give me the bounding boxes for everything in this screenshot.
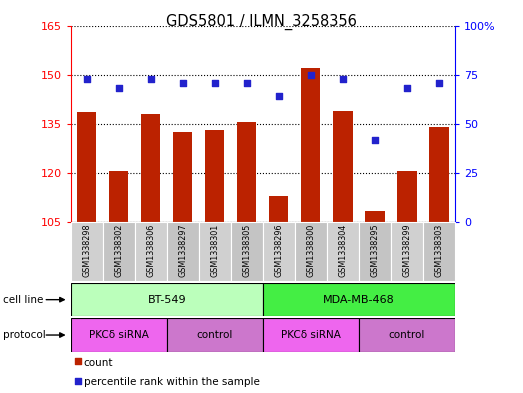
Text: BT-549: BT-549 [147,295,186,305]
FancyBboxPatch shape [327,222,359,281]
Bar [397,171,416,222]
FancyBboxPatch shape [391,222,423,281]
Point [178,79,187,86]
Bar [109,171,128,222]
Text: GSM1338306: GSM1338306 [146,224,155,277]
Point [243,79,251,86]
FancyBboxPatch shape [295,222,327,281]
FancyBboxPatch shape [71,283,263,316]
FancyBboxPatch shape [359,318,455,352]
Bar [333,111,353,222]
Bar [173,132,192,222]
Text: protocol: protocol [3,330,46,340]
Bar [77,112,96,222]
Point [339,75,347,82]
Text: GSM1338302: GSM1338302 [114,224,123,277]
FancyBboxPatch shape [71,318,167,352]
Text: GDS5801 / ILMN_3258356: GDS5801 / ILMN_3258356 [166,14,357,30]
Text: PKCδ siRNA: PKCδ siRNA [89,330,149,340]
Point [403,85,411,92]
FancyBboxPatch shape [103,222,135,281]
Text: cell line: cell line [3,295,43,305]
Text: GSM1338303: GSM1338303 [435,224,444,277]
Text: GSM1338304: GSM1338304 [338,224,347,277]
Text: percentile rank within the sample: percentile rank within the sample [84,377,259,387]
Point [306,72,315,78]
Point [435,79,443,86]
Text: count: count [84,358,113,367]
Text: GSM1338295: GSM1338295 [370,224,379,277]
Text: GSM1338297: GSM1338297 [178,224,187,277]
Bar [141,114,160,222]
Point [371,136,379,143]
Point [275,93,283,99]
Bar [429,127,449,222]
Point [115,85,123,92]
Point [146,75,155,82]
Text: PKCδ siRNA: PKCδ siRNA [281,330,341,340]
Text: MDA-MB-468: MDA-MB-468 [323,295,395,305]
Text: GSM1338299: GSM1338299 [403,224,412,277]
Bar [269,196,288,222]
Bar [301,68,321,222]
Text: GSM1338305: GSM1338305 [242,224,251,277]
FancyBboxPatch shape [231,222,263,281]
FancyBboxPatch shape [359,222,391,281]
FancyBboxPatch shape [199,222,231,281]
Bar [237,122,256,222]
Text: GSM1338298: GSM1338298 [82,224,91,277]
FancyBboxPatch shape [423,222,455,281]
FancyBboxPatch shape [167,222,199,281]
Point [211,79,219,86]
FancyBboxPatch shape [263,283,455,316]
Bar [365,211,384,222]
Point [83,75,91,82]
Point [74,358,83,365]
FancyBboxPatch shape [263,222,295,281]
Text: control: control [389,330,425,340]
Text: GSM1338300: GSM1338300 [306,224,315,277]
Text: GSM1338296: GSM1338296 [275,224,283,277]
Text: GSM1338301: GSM1338301 [210,224,219,277]
FancyBboxPatch shape [71,222,103,281]
FancyBboxPatch shape [167,318,263,352]
FancyBboxPatch shape [135,222,167,281]
Point [74,378,83,384]
FancyBboxPatch shape [263,318,359,352]
Bar [205,130,224,222]
Text: control: control [197,330,233,340]
